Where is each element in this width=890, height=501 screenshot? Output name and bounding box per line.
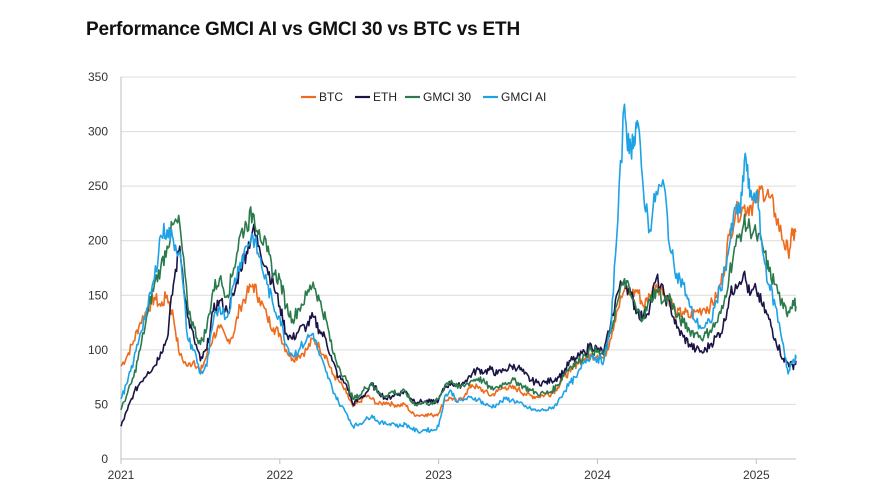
y-tick-label: 200 bbox=[88, 234, 108, 248]
y-tick-label: 150 bbox=[88, 288, 108, 302]
x-tick-label: 2021 bbox=[108, 468, 135, 482]
y-tick-label: 0 bbox=[101, 452, 108, 466]
legend-item-gmci-ai: GMCI AI bbox=[483, 90, 546, 104]
chart-title: Performance GMCI AI vs GMCI 30 vs BTC vs… bbox=[86, 19, 520, 40]
axis-layer: 0 50 100 150 200 250 300 350 2021 2022 2023 2024 202… bbox=[88, 70, 796, 482]
legend-label: GMCI AI bbox=[501, 90, 546, 104]
x-tick-label: 2024 bbox=[584, 468, 611, 482]
legend-item-gmci-30: GMCI 30 bbox=[405, 90, 471, 104]
y-tick-label: 50 bbox=[95, 397, 109, 411]
legend-item-eth: ETH bbox=[355, 90, 397, 104]
legend-label: BTC bbox=[319, 90, 343, 104]
legend-label: ETH bbox=[373, 90, 397, 104]
series-layer bbox=[120, 103, 797, 434]
x-tick-label: 2022 bbox=[266, 468, 293, 482]
y-tick-label: 350 bbox=[88, 70, 108, 84]
y-tick-label: 250 bbox=[88, 179, 108, 193]
x-tick-label: 2025 bbox=[743, 468, 770, 482]
y-tick-label: 300 bbox=[88, 125, 108, 139]
x-tick-label: 2023 bbox=[425, 468, 452, 482]
series-line-btc bbox=[120, 185, 797, 418]
y-tick-label: 100 bbox=[88, 343, 108, 357]
series-line-gmci-30 bbox=[120, 206, 797, 411]
grid-layer bbox=[121, 76, 796, 405]
legend-item-btc: BTC bbox=[301, 90, 343, 104]
series-line-gmci-ai bbox=[120, 103, 797, 434]
series-line-eth bbox=[120, 223, 797, 427]
legend-label: GMCI 30 bbox=[423, 90, 471, 104]
legend: BTC ETH GMCI 30 GMCI AI bbox=[301, 90, 546, 104]
